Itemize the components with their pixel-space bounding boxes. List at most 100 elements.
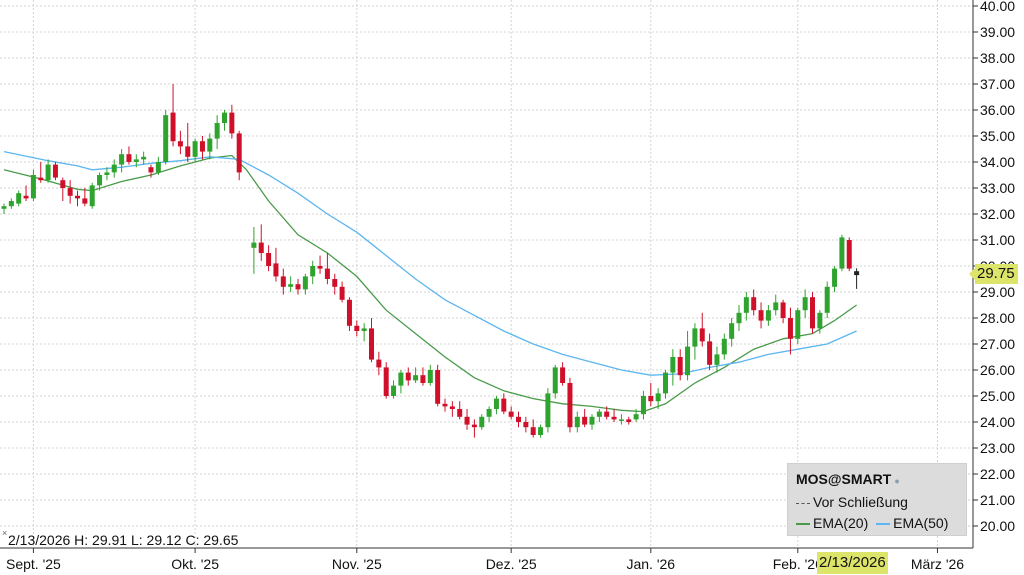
candle: [640, 390, 646, 420]
candle: [765, 305, 771, 326]
candle-body: [60, 180, 66, 188]
candle-body: [324, 268, 330, 279]
candle: [611, 409, 617, 422]
candle: [8, 198, 14, 209]
candle: [361, 323, 367, 342]
y-tick-label: 25.00: [980, 388, 1015, 404]
candle-body: [251, 242, 257, 248]
candle-body: [677, 357, 683, 376]
y-tick-label: 36.00: [980, 102, 1015, 118]
candle: [758, 302, 764, 329]
candle: [486, 406, 492, 422]
candle: [163, 110, 169, 165]
candle: [721, 333, 727, 360]
candle: [589, 414, 595, 430]
candle-body: [52, 164, 58, 178]
y-tick-label: 34.00: [980, 154, 1015, 170]
candle-body: [317, 266, 323, 269]
candle-body: [420, 375, 426, 383]
candle: [832, 266, 838, 292]
candle: [104, 167, 110, 181]
candle-body: [567, 383, 573, 428]
candle: [824, 281, 830, 318]
candle: [714, 346, 720, 373]
candle-body: [810, 297, 815, 329]
ema-line-ema20: [3, 154, 857, 413]
candle-body: [574, 416, 580, 428]
candle: [317, 255, 323, 274]
candle-body: [560, 367, 566, 383]
candle-body: [207, 138, 213, 152]
y-tick-label: 26.00: [980, 362, 1015, 378]
candle-body: [222, 112, 227, 123]
candle: [810, 292, 815, 334]
candle: [751, 289, 757, 316]
y-tick-label: 20.00: [980, 518, 1015, 534]
candle: [23, 185, 29, 201]
candle-body: [369, 328, 374, 360]
candle: [30, 169, 36, 201]
candle: [802, 289, 808, 318]
candle-body: [780, 302, 786, 318]
x-tick-label: Jan. '26: [626, 556, 675, 572]
candle-body: [736, 312, 742, 324]
candle-body: [743, 297, 749, 313]
candle: [376, 351, 382, 376]
candle: [596, 409, 602, 422]
y-tick-label: 27.00: [980, 336, 1015, 352]
candle: [846, 237, 852, 272]
candle-body: [670, 357, 676, 373]
candle: [479, 414, 485, 430]
candle-body: [346, 299, 352, 326]
candle: [471, 419, 477, 438]
candle: [457, 401, 463, 420]
candle: [523, 416, 529, 433]
candle: [435, 364, 441, 407]
candle: [780, 299, 786, 324]
candle: [236, 130, 242, 181]
candle-body: [8, 201, 14, 207]
candle: [574, 411, 580, 433]
candle: [75, 190, 80, 207]
candle: [155, 156, 161, 175]
y-tick-label: 40.00: [980, 0, 1015, 14]
y-tick-label: 24.00: [980, 414, 1015, 430]
candle: [626, 416, 632, 425]
candle-body: [626, 419, 632, 422]
candle-body: [552, 367, 558, 394]
candle-body: [199, 141, 205, 152]
settings-icon[interactable]: ●: [894, 476, 900, 486]
candle-body: [765, 310, 771, 321]
candle: [1, 203, 7, 214]
candle: [199, 136, 205, 160]
candle: [82, 188, 88, 207]
candle: [229, 104, 235, 139]
candle: [273, 247, 279, 282]
candle: [126, 146, 132, 165]
candle-body: [339, 286, 345, 300]
candles: [1, 84, 860, 438]
legend-ema: EMA(20) EMA(50): [796, 515, 948, 531]
candle: [369, 318, 374, 363]
legend[interactable]: MOS@SMART ● Vor Schließung EMA(20) EMA(50…: [787, 463, 967, 536]
candle: [795, 307, 801, 344]
candle-body: [280, 276, 286, 287]
candle: [52, 162, 58, 181]
candle: [567, 377, 573, 433]
candle-body: [185, 146, 191, 157]
candle: [133, 154, 139, 168]
candle: [604, 406, 610, 420]
candle-body: [258, 242, 264, 253]
candle: [97, 172, 103, 191]
candle-body: [229, 112, 235, 134]
candle-body: [170, 112, 176, 142]
candle: [464, 409, 470, 430]
candle-body: [405, 372, 411, 381]
candle-body: [427, 370, 433, 383]
candle-body: [192, 141, 198, 157]
candle: [45, 159, 51, 183]
candle-body: [398, 372, 404, 386]
x-tick-label: Feb. '26: [773, 556, 823, 572]
